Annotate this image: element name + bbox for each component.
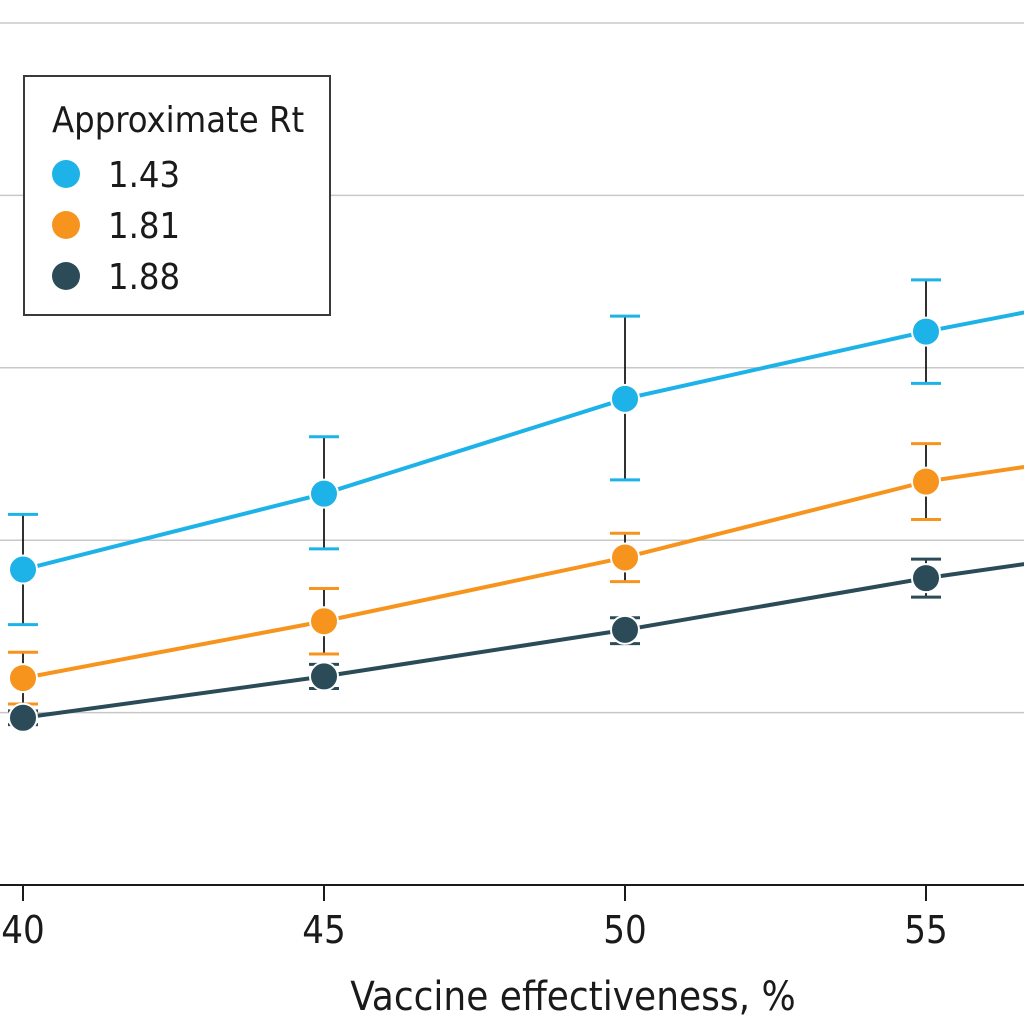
data-point [911, 466, 941, 497]
series-line [22, 562, 1024, 720]
series-1.81 [8, 442, 1024, 706]
data-point [309, 606, 339, 637]
legend: Approximate Rt 1.43 1.81 1.88 [23, 75, 331, 316]
legend-label: 1.81 [108, 206, 180, 247]
data-point [610, 614, 640, 645]
legend-marker [52, 262, 80, 290]
series-line [22, 310, 1024, 572]
x-axis-title: Vaccine effectiveness, % [350, 974, 795, 1020]
data-point [8, 702, 38, 733]
x-tick-label: 50 [603, 908, 647, 952]
legend-title: Approximate Rt [52, 100, 304, 141]
data-point [911, 563, 941, 594]
data-point [8, 554, 38, 585]
legend-marker [52, 211, 80, 239]
x-tick-label: 45 [302, 908, 346, 952]
legend-items: 1.43 1.81 1.88 [52, 155, 180, 298]
data-point [911, 316, 941, 347]
series-1.88 [8, 557, 1024, 733]
legend-label: 1.43 [108, 155, 180, 196]
x-tick-label: 40 [1, 908, 45, 952]
data-point [610, 383, 640, 414]
legend-label: 1.88 [108, 257, 180, 298]
data-point [8, 663, 38, 694]
series-group [8, 278, 1024, 733]
data-point [309, 661, 339, 692]
data-point [309, 478, 339, 509]
x-axis: 40 45 50 55 [0, 884, 1024, 952]
legend-marker [52, 160, 80, 188]
x-tick-label: 55 [904, 908, 948, 952]
data-point [610, 542, 640, 573]
series-1.43 [8, 278, 1024, 627]
series-line [22, 464, 1024, 681]
